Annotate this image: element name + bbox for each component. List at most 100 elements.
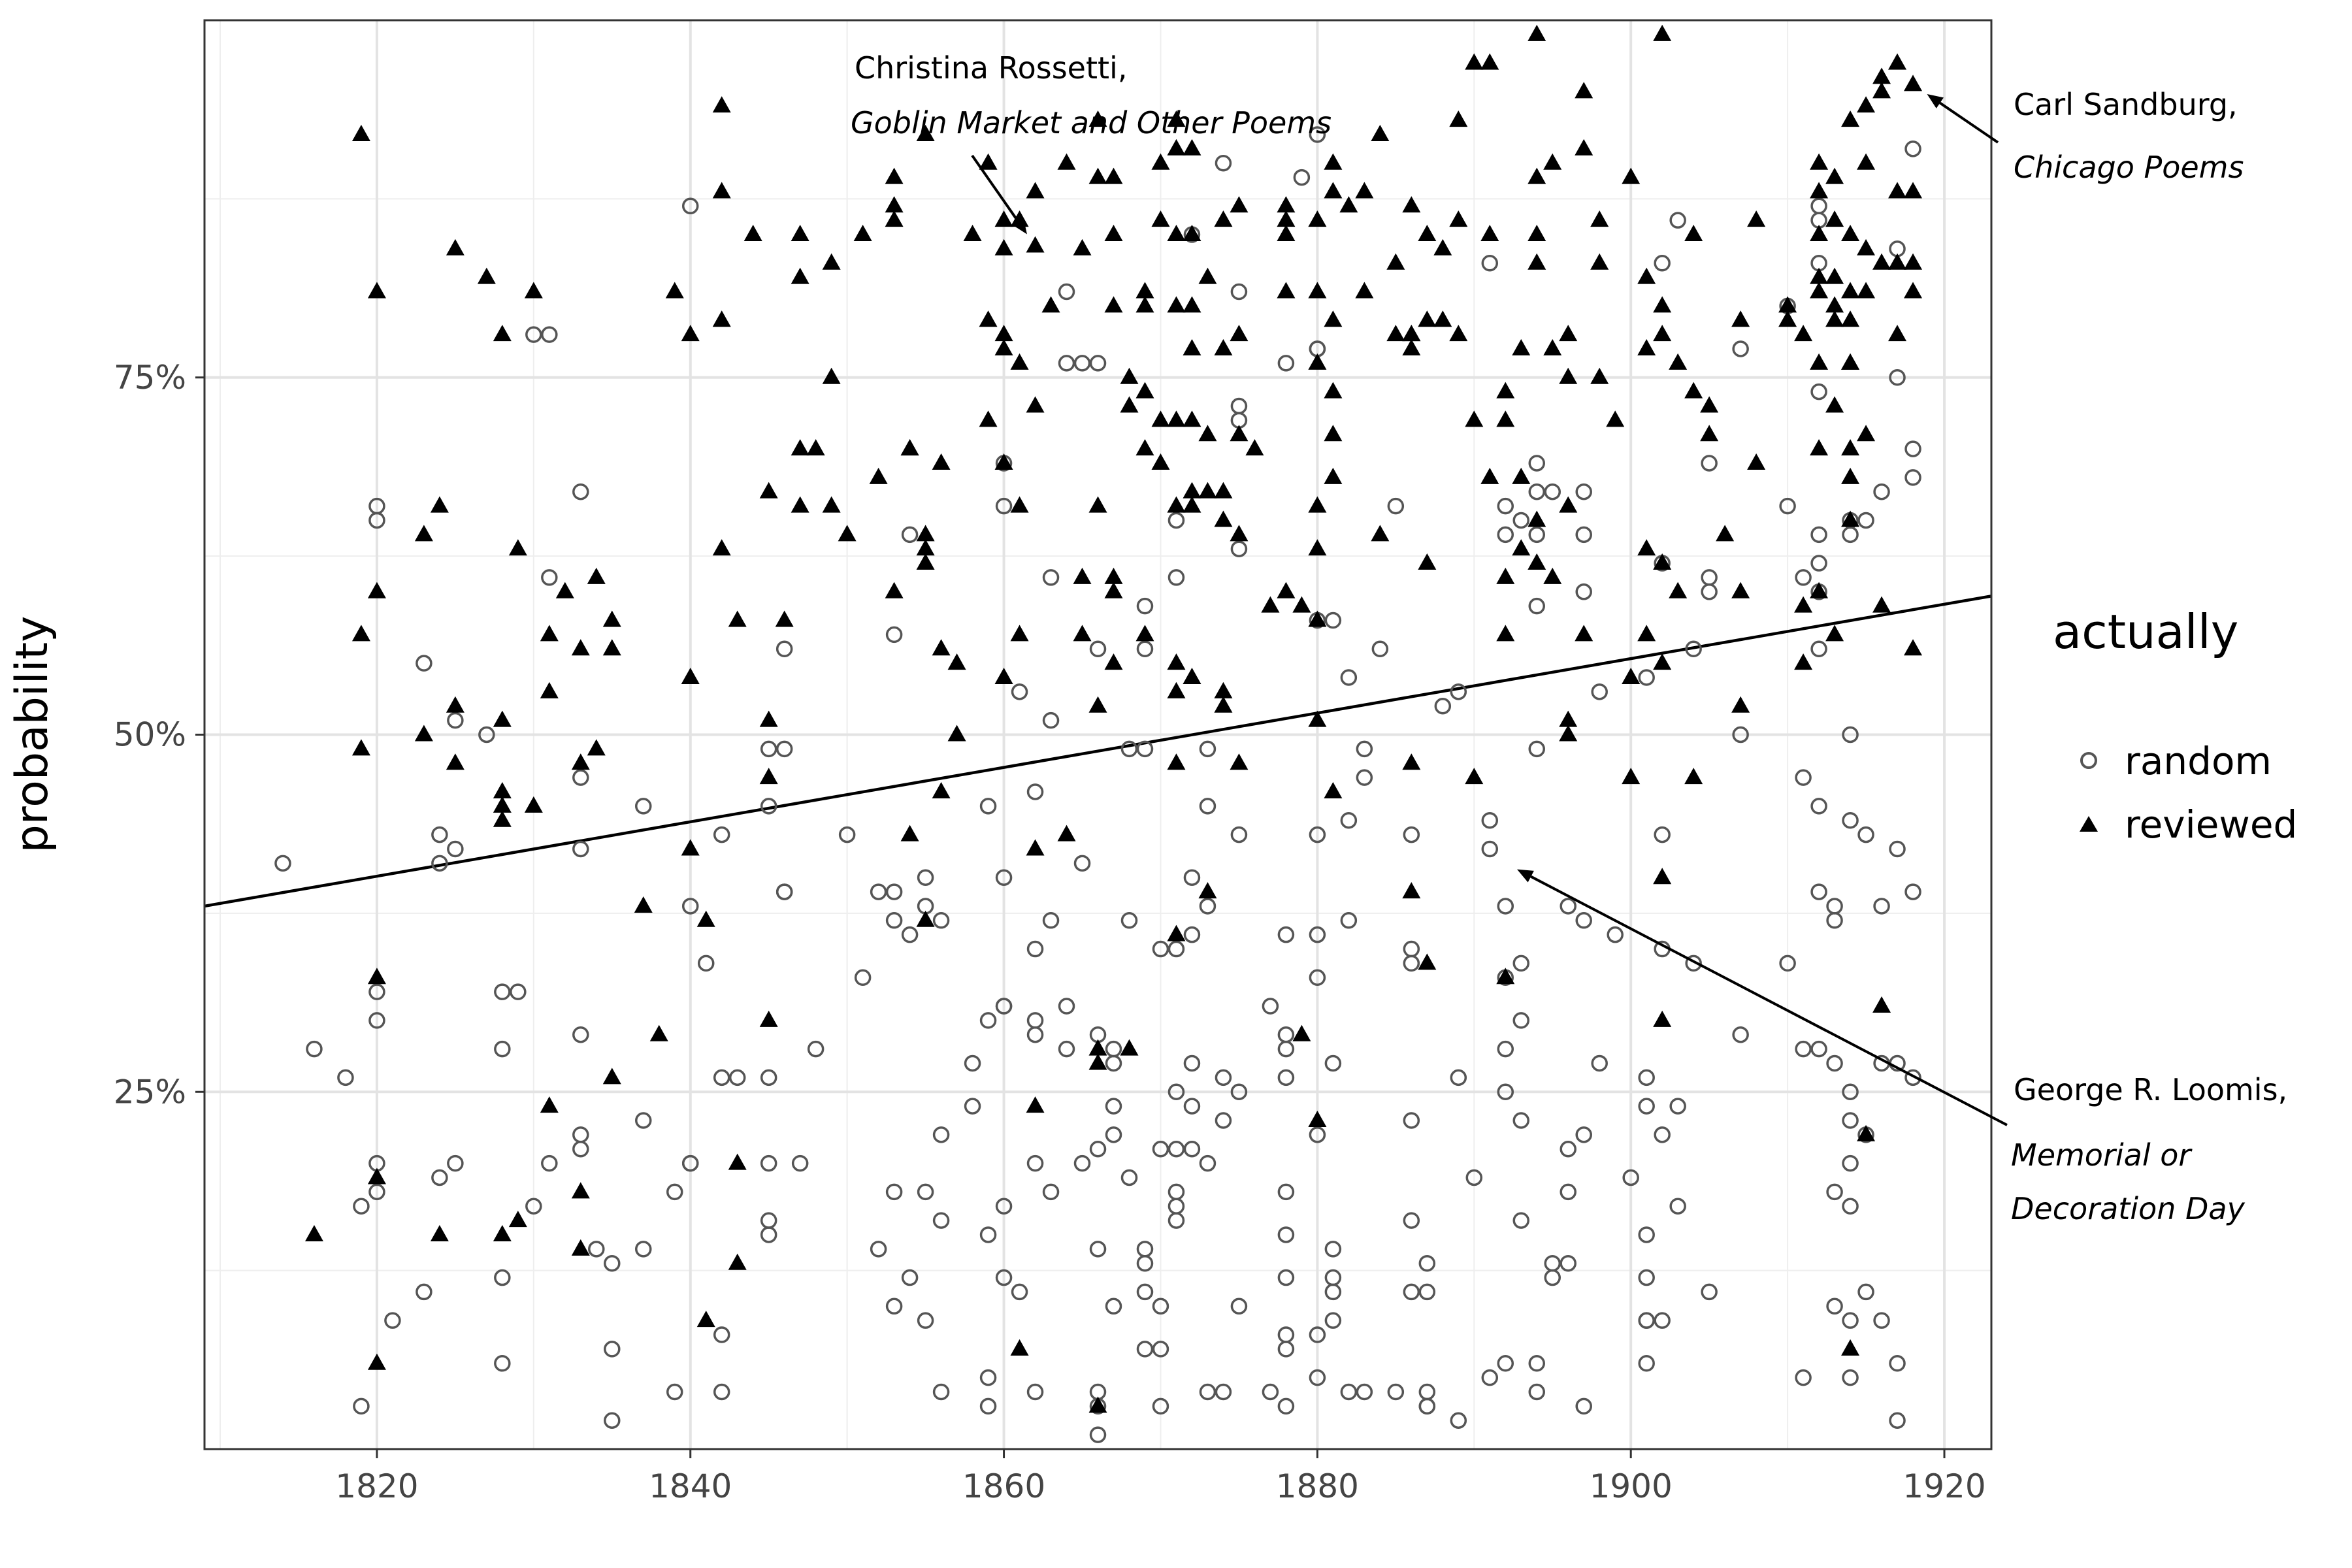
reviewed-point bbox=[1637, 625, 1656, 642]
reviewed-point bbox=[1402, 753, 1421, 770]
reviewed-point bbox=[1794, 653, 1813, 670]
random-point bbox=[1277, 355, 1295, 372]
random-point bbox=[1230, 283, 1248, 301]
random-point bbox=[368, 983, 385, 1000]
reviewed-point bbox=[1543, 153, 1562, 170]
reviewed-point bbox=[1292, 1024, 1311, 1041]
reviewed-point bbox=[1841, 353, 1860, 370]
reviewed-point bbox=[1527, 553, 1546, 570]
random-point bbox=[1622, 1169, 1639, 1186]
reviewed-point bbox=[1167, 753, 1186, 770]
reviewed-point bbox=[1449, 210, 1468, 227]
random-point bbox=[1277, 1341, 1295, 1358]
reviewed-point bbox=[1810, 353, 1829, 370]
reviewed-point bbox=[1559, 496, 1578, 513]
random-point bbox=[1669, 1098, 1686, 1115]
reviewed-point bbox=[1480, 53, 1499, 70]
reviewed-point bbox=[1183, 296, 1201, 313]
reviewed-point bbox=[1183, 410, 1201, 427]
random-point bbox=[1528, 483, 1546, 500]
random-point bbox=[368, 512, 385, 529]
random-point bbox=[1512, 1112, 1530, 1129]
reviewed-point bbox=[1104, 225, 1123, 242]
random-point bbox=[917, 1312, 934, 1329]
reviewed-point bbox=[1308, 496, 1327, 513]
random-point bbox=[1403, 1112, 1420, 1129]
random-point bbox=[1073, 355, 1091, 372]
random-point bbox=[995, 869, 1013, 886]
reviewed-point bbox=[963, 225, 982, 242]
reviewed-point bbox=[1857, 425, 1876, 442]
random-point bbox=[1528, 1355, 1546, 1372]
random-point bbox=[1669, 212, 1686, 229]
random-point bbox=[1309, 826, 1326, 843]
random-point bbox=[1465, 1169, 1483, 1186]
random-point bbox=[1904, 440, 1921, 457]
reviewed-point bbox=[540, 1096, 559, 1113]
x-axis-ticks: 1820 1840 1860 1880 1900 1920 bbox=[335, 1449, 1986, 1505]
random-point bbox=[979, 1226, 997, 1243]
annotation-loomis-arrowhead bbox=[1517, 869, 1534, 883]
random-point bbox=[1277, 1226, 1295, 1243]
random-point bbox=[1575, 483, 1592, 500]
random-point bbox=[1638, 1312, 1655, 1329]
random-point bbox=[1183, 926, 1201, 943]
random-point bbox=[635, 1112, 652, 1129]
legend-reviewed-label: reviewed bbox=[2125, 802, 2297, 847]
reviewed-point bbox=[1198, 482, 1217, 498]
random-point bbox=[1136, 640, 1154, 658]
random-point bbox=[932, 912, 950, 929]
reviewed-point bbox=[1810, 182, 1829, 199]
reviewed-point bbox=[1637, 339, 1656, 356]
random-point bbox=[1168, 512, 1185, 529]
random-point bbox=[274, 855, 291, 872]
random-point bbox=[1324, 1312, 1342, 1329]
reviewed-point bbox=[1104, 581, 1123, 598]
random-point bbox=[728, 1069, 746, 1086]
random-point bbox=[588, 1241, 605, 1258]
random-point bbox=[1560, 1183, 1576, 1201]
random-point bbox=[1011, 1283, 1028, 1301]
random-point bbox=[1105, 1298, 1122, 1315]
reviewed-point bbox=[916, 910, 935, 927]
random-point bbox=[1591, 683, 1608, 700]
random-point bbox=[1512, 1012, 1530, 1029]
legend-random-label: random bbox=[2125, 739, 2272, 783]
reviewed-point bbox=[1731, 696, 1750, 713]
reviewed-point bbox=[1449, 325, 1468, 342]
random-point bbox=[791, 1154, 809, 1172]
reviewed-point bbox=[587, 567, 606, 584]
reviewed-point bbox=[1857, 282, 1876, 299]
random-point bbox=[1058, 998, 1075, 1015]
reviewed-point bbox=[1496, 382, 1515, 399]
reviewed-point bbox=[414, 725, 433, 742]
reviewed-point bbox=[1810, 439, 1829, 456]
reviewed-point bbox=[649, 1024, 668, 1041]
reviewed-point bbox=[1402, 325, 1421, 342]
reviewed-point bbox=[1904, 639, 1923, 656]
annotation-sandburg-arrow bbox=[1939, 101, 1999, 144]
reviewed-point bbox=[1073, 625, 1092, 642]
reviewed-point bbox=[1386, 325, 1405, 342]
y-tick-label: 75% bbox=[114, 359, 186, 397]
random-point bbox=[1199, 1154, 1217, 1172]
random-point bbox=[995, 497, 1013, 515]
reviewed-point bbox=[571, 639, 590, 656]
random-point bbox=[979, 1397, 997, 1415]
reviewed-point bbox=[1512, 539, 1531, 556]
random-point bbox=[447, 1154, 464, 1172]
random-point bbox=[1136, 1254, 1154, 1272]
reviewed-point bbox=[791, 496, 809, 513]
random-point bbox=[1528, 1383, 1546, 1401]
random-point bbox=[1873, 483, 1890, 500]
reviewed-point bbox=[759, 710, 778, 727]
reviewed-point bbox=[1841, 510, 1860, 527]
reviewed-point bbox=[508, 539, 527, 556]
reviewed-point bbox=[1073, 238, 1092, 255]
random-point bbox=[1324, 1283, 1342, 1301]
reviewed-point bbox=[1418, 553, 1437, 570]
random-point bbox=[1826, 1183, 1843, 1201]
reviewed-point bbox=[1825, 210, 1844, 227]
reviewed-point bbox=[1872, 82, 1891, 99]
reviewed-point bbox=[1841, 439, 1860, 456]
